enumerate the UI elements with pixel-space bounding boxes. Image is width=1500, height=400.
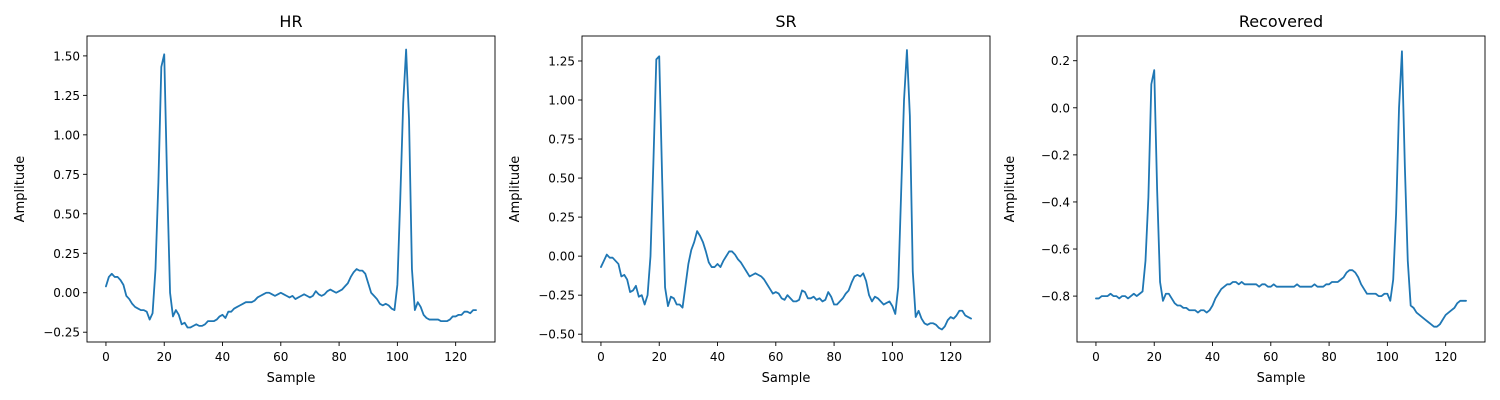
y-tick-label: 0.25	[548, 211, 575, 225]
y-tick-label: 0.00	[53, 286, 80, 300]
x-tick-label: 40	[1205, 350, 1220, 364]
y-tick-label: −0.50	[538, 328, 575, 342]
x-tick-label: 60	[768, 350, 783, 364]
y-tick-label: 0.2	[1051, 54, 1070, 68]
y-tick-label: −0.4	[1041, 195, 1070, 209]
x-tick-label: 80	[1321, 350, 1336, 364]
y-tick-label: 0.50	[548, 172, 575, 186]
y-tick-label: 1.25	[548, 54, 575, 68]
x-tick-label: 100	[386, 350, 409, 364]
x-tick-label: 40	[215, 350, 230, 364]
x-tick-label: 40	[710, 350, 725, 364]
y-axis-label: Amplitude	[508, 156, 523, 223]
subplot-2: SR 0 20 40 60 80 100 120 −0.50 −0.25 0.00 0.25 0.50 0…	[508, 12, 991, 386]
x-tick-label: 0	[102, 350, 110, 364]
subplot-title: Recovered	[1239, 12, 1323, 31]
y-tick-label: 0.50	[53, 207, 80, 221]
y-axis-label: Amplitude	[1003, 156, 1018, 223]
y-tick-label: 0.75	[53, 168, 80, 182]
y-tick-label: 1.00	[53, 128, 80, 142]
x-tick-label: 0	[597, 350, 605, 364]
axes-frame	[581, 35, 991, 343]
subplot-title: HR	[279, 12, 302, 31]
y-tick-label: −0.2	[1041, 148, 1070, 162]
y-tick-label: −0.8	[1041, 290, 1070, 304]
y-tick-label: 1.00	[548, 94, 575, 108]
x-axis-label: Sample	[1257, 371, 1306, 386]
x-tick-label: 120	[939, 350, 962, 364]
subplot-3: Recovered 0 20 40 60 80 100 120 −0.8 −0.6 −0.4 −0.2…	[1003, 12, 1486, 386]
x-tick-label: 120	[444, 350, 467, 364]
series-line-1	[1095, 50, 1467, 328]
x-tick-label: 80	[331, 350, 346, 364]
x-tick-label: 60	[273, 350, 288, 364]
axes-frame	[86, 35, 496, 343]
x-tick-label: 60	[1263, 350, 1278, 364]
x-axis-label: Sample	[267, 371, 316, 386]
y-tick-label: 0.25	[53, 247, 80, 261]
y-tick-label: 0.00	[548, 250, 575, 264]
x-tick-label: 80	[826, 350, 841, 364]
series-line-1	[105, 48, 477, 329]
y-tick-label: −0.25	[43, 326, 80, 340]
x-tick-label: 100	[881, 350, 904, 364]
x-axis-label: Sample	[762, 371, 811, 386]
x-tick-label: 0	[1092, 350, 1100, 364]
x-tick-label: 20	[1147, 350, 1162, 364]
y-tick-label: −0.6	[1041, 243, 1070, 257]
x-tick-label: 100	[1376, 350, 1399, 364]
x-tick-label: 20	[652, 350, 667, 364]
subplot-1: HR 0 20 40 60 80 100 120 −0.25 0.00 0.25 0.50 0.75 1.…	[13, 12, 496, 386]
series-line-1	[600, 49, 972, 331]
y-tick-label: 1.50	[53, 49, 80, 63]
x-tick-label: 120	[1434, 350, 1457, 364]
y-tick-label: 1.25	[53, 89, 80, 103]
y-tick-label: 0.0	[1051, 101, 1070, 115]
y-tick-label: −0.25	[538, 289, 575, 303]
subplot-title: SR	[775, 12, 796, 31]
x-tick-label: 20	[157, 350, 172, 364]
y-tick-label: 0.75	[548, 133, 575, 147]
axes-frame	[1076, 35, 1486, 343]
y-axis-label: Amplitude	[13, 156, 28, 223]
